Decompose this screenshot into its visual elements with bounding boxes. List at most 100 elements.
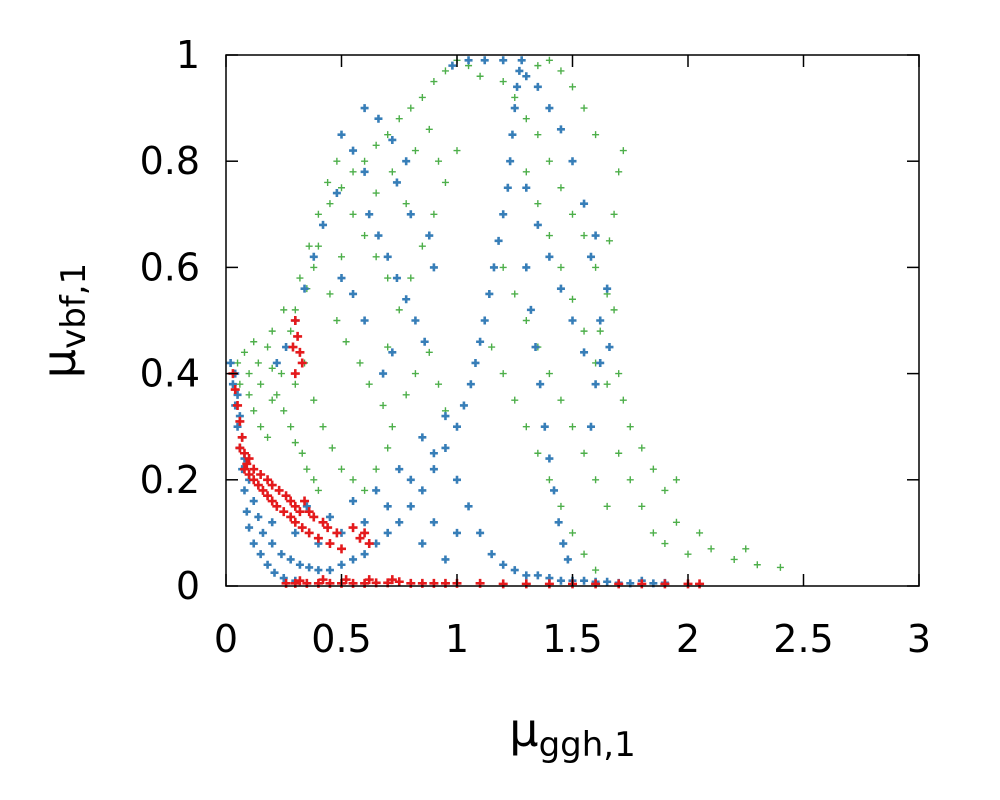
data-point	[286, 512, 296, 522]
data-point	[240, 348, 248, 356]
data-point	[591, 579, 601, 589]
data-point	[383, 528, 392, 537]
data-point	[411, 370, 419, 378]
data-point	[360, 528, 370, 538]
data-point	[310, 263, 318, 271]
data-point	[534, 200, 542, 208]
data-point	[257, 380, 265, 388]
data-point	[406, 475, 415, 484]
data-point	[441, 178, 449, 186]
data-point	[372, 465, 380, 473]
data-point	[430, 210, 438, 218]
data-point	[521, 579, 531, 589]
data-point	[337, 130, 346, 139]
data-point	[615, 370, 623, 378]
data-point	[384, 131, 392, 139]
y-axis-label-base: μ	[32, 349, 86, 378]
data-point	[318, 517, 328, 527]
data-point	[615, 449, 623, 457]
data-point	[349, 289, 358, 298]
data-point	[349, 146, 358, 155]
data-point	[332, 528, 342, 538]
data-point	[372, 141, 380, 149]
y-axis-label-sub: vbf,1	[54, 263, 94, 349]
data-point	[383, 252, 392, 261]
data-point	[441, 67, 449, 75]
data-point	[295, 347, 305, 357]
data-point	[531, 343, 540, 352]
data-point	[338, 184, 345, 192]
data-point	[239, 448, 249, 458]
data-point	[522, 263, 531, 272]
data-point	[268, 518, 277, 527]
data-point	[319, 220, 328, 229]
data-point	[323, 523, 333, 533]
data-point	[233, 422, 242, 431]
series-3	[228, 316, 705, 589]
data-point	[288, 342, 298, 352]
data-point	[264, 433, 272, 441]
data-point	[226, 358, 235, 367]
data-point	[610, 210, 618, 218]
data-point	[295, 507, 305, 517]
data-point	[338, 465, 345, 473]
data-point	[250, 338, 258, 346]
data-point	[605, 343, 614, 352]
data-point	[441, 555, 450, 564]
data-point	[494, 236, 503, 245]
data-point	[429, 263, 438, 272]
data-point	[638, 444, 646, 452]
data-point	[425, 231, 434, 240]
data-point	[286, 496, 296, 506]
data-point	[569, 529, 576, 537]
data-point	[545, 104, 554, 113]
data-point	[341, 575, 351, 585]
x-tick-label: 0	[214, 617, 238, 661]
data-point	[453, 147, 461, 155]
data-point	[298, 449, 306, 457]
data-point	[464, 502, 473, 511]
data-point	[279, 574, 288, 583]
data-point	[333, 317, 341, 324]
data-points	[226, 56, 784, 589]
data-point	[237, 432, 247, 442]
data-point	[280, 407, 288, 415]
data-point	[263, 491, 273, 501]
data-point	[290, 517, 300, 527]
data-point	[337, 560, 346, 569]
data-point	[361, 232, 369, 240]
x-tick-label: 2	[676, 617, 700, 661]
data-point	[291, 528, 300, 537]
data-point	[557, 184, 565, 192]
data-point	[499, 56, 508, 65]
data-point	[314, 486, 322, 494]
data-point	[453, 422, 461, 431]
data-point	[418, 242, 426, 250]
data-point	[388, 423, 396, 431]
data-point	[332, 189, 341, 198]
data-point	[557, 263, 565, 271]
data-point	[580, 327, 588, 335]
data-point	[310, 396, 318, 404]
data-point	[522, 115, 530, 123]
data-point	[264, 343, 272, 351]
data-point	[245, 370, 253, 378]
data-point	[592, 476, 600, 484]
data-point	[239, 464, 249, 474]
data-point	[592, 263, 600, 271]
data-point	[418, 433, 427, 442]
data-point	[235, 416, 245, 426]
data-point	[349, 476, 357, 484]
data-point	[360, 518, 369, 527]
data-point	[249, 464, 259, 474]
data-point	[319, 423, 327, 431]
data-point	[569, 210, 576, 218]
x-tick-label: 2.5	[773, 617, 833, 661]
data-point	[360, 550, 369, 559]
data-point	[395, 306, 403, 314]
data-point	[471, 358, 480, 367]
data-point	[383, 502, 392, 511]
data-point	[360, 316, 369, 325]
data-point	[511, 396, 519, 404]
data-point	[268, 539, 277, 548]
